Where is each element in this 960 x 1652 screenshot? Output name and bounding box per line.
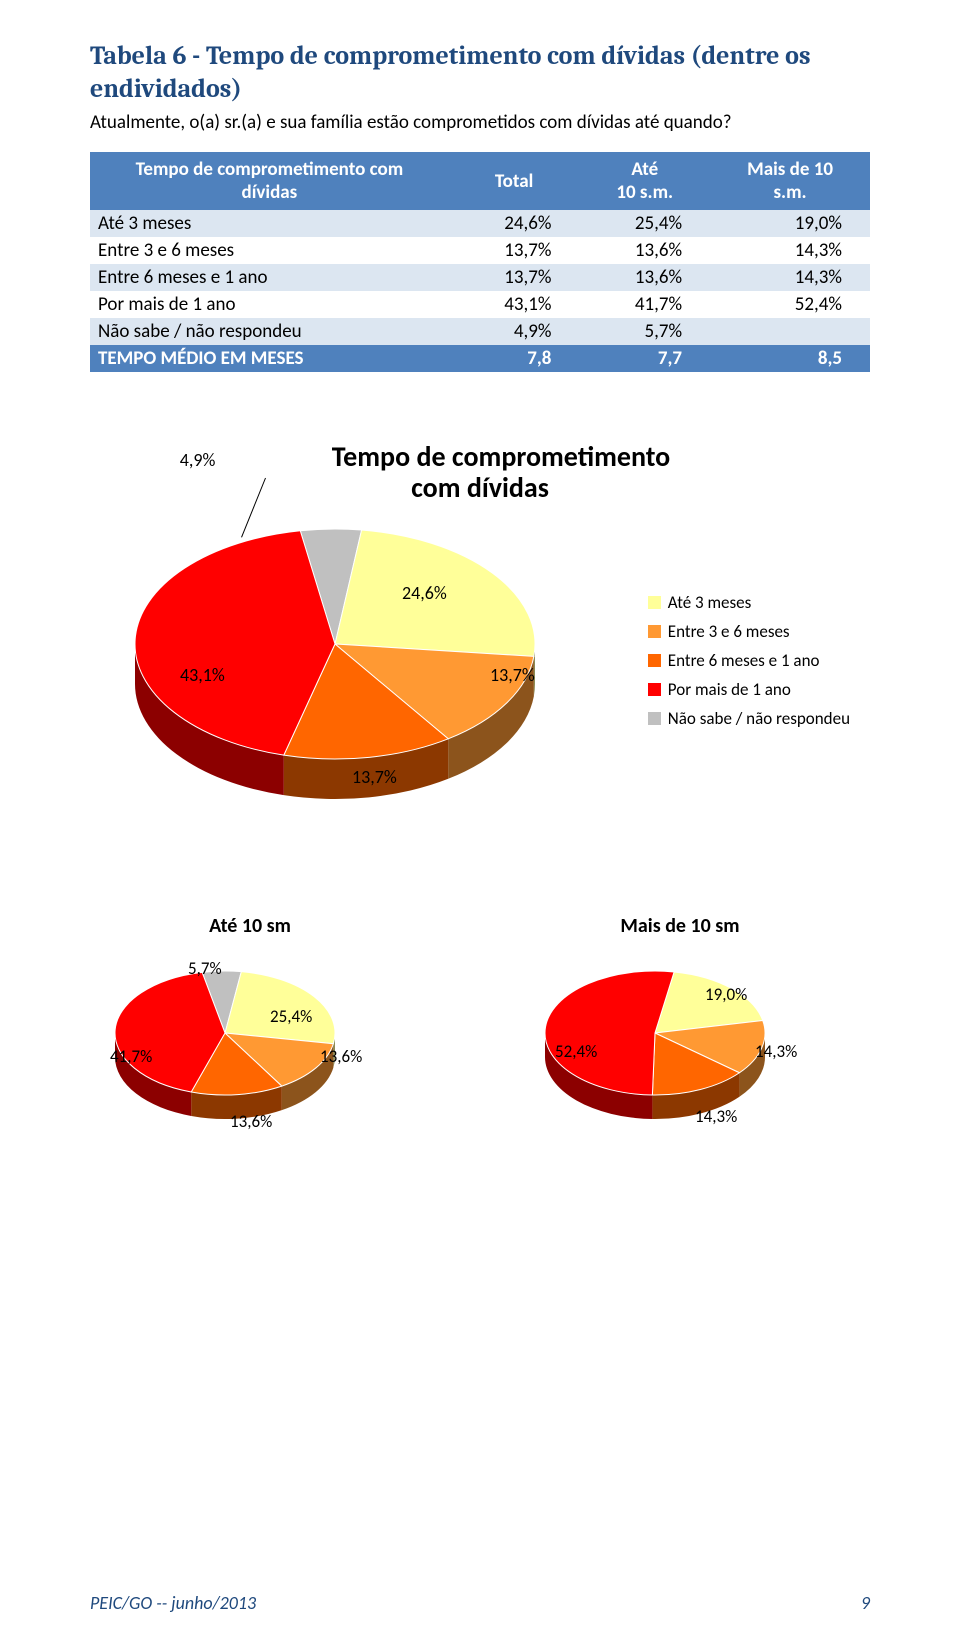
data-label-246: 24,6% bbox=[402, 582, 447, 604]
legend-swatch bbox=[648, 654, 661, 667]
sm-label-143a: 14,3% bbox=[755, 1041, 797, 1062]
legend-text: Não sabe / não respondeu bbox=[668, 708, 850, 729]
footer-page-number: 9 bbox=[861, 1592, 870, 1614]
row-label: Não sabe / não respondeu bbox=[90, 318, 449, 345]
row-label: Entre 6 meses e 1 ano bbox=[90, 264, 449, 291]
row-value bbox=[710, 318, 870, 345]
legend-item: Entre 6 meses e 1 ano bbox=[648, 650, 850, 671]
sm-label-417: 41,7% bbox=[110, 1046, 152, 1067]
row-label: Por mais de 1 ano bbox=[90, 291, 449, 318]
row-value: 8,5 bbox=[710, 345, 870, 372]
legend-item: Até 3 meses bbox=[648, 592, 850, 613]
legend-item: Entre 3 e 6 meses bbox=[648, 621, 850, 642]
row-label: TEMPO MÉDIO EM MESES bbox=[90, 345, 449, 372]
row-value: 4,9% bbox=[449, 318, 580, 345]
row-value: 24,6% bbox=[449, 210, 580, 237]
legend-text: Até 3 meses bbox=[668, 592, 751, 613]
page-subtitle: Atualmente, o(a) sr.(a) e sua família es… bbox=[90, 111, 870, 134]
table-row: Não sabe / não respondeu4,9%5,7% bbox=[90, 318, 870, 345]
row-value: 41,7% bbox=[579, 291, 710, 318]
pie-svg bbox=[110, 966, 340, 1124]
row-label: Entre 3 e 6 meses bbox=[90, 237, 449, 264]
row-value: 14,3% bbox=[710, 237, 870, 264]
row-value: 13,6% bbox=[579, 264, 710, 291]
row-value: 7,8 bbox=[449, 345, 580, 372]
table-row: Até 3 meses24,6%25,4%19,0% bbox=[90, 210, 870, 237]
table-header: Até10 s.m. bbox=[579, 152, 710, 210]
legend-swatch bbox=[648, 596, 661, 609]
sm-label-524: 52,4% bbox=[555, 1041, 597, 1062]
page-footer: PEIC/GO -- junho/2013 9 bbox=[90, 1592, 870, 1614]
row-label: Até 3 meses bbox=[90, 210, 449, 237]
row-value: 52,4% bbox=[710, 291, 870, 318]
table-row: Por mais de 1 ano43,1%41,7%52,4% bbox=[90, 291, 870, 318]
legend-text: Por mais de 1 ano bbox=[668, 679, 791, 700]
table-row: Entre 3 e 6 meses13,7%13,6%14,3% bbox=[90, 237, 870, 264]
row-value: 25,4% bbox=[579, 210, 710, 237]
data-label-137a: 13,7% bbox=[490, 664, 535, 686]
callout-label-49: 4,9% bbox=[180, 449, 216, 471]
row-value: 19,0% bbox=[710, 210, 870, 237]
legend-text: Entre 3 e 6 meses bbox=[668, 621, 790, 642]
sm-label-190: 19,0% bbox=[705, 984, 747, 1005]
legend: Até 3 meses Entre 3 e 6 meses Entre 6 mese… bbox=[648, 584, 850, 737]
charts-section: 4,9% Tempo de comprometimento com dívida… bbox=[90, 442, 870, 1156]
main-chart-title: 4,9% Tempo de comprometimento com dívida… bbox=[120, 442, 840, 504]
table-row: TEMPO MÉDIO EM MESES7,87,78,5 bbox=[90, 345, 870, 372]
data-label-137b: 13,7% bbox=[352, 766, 397, 788]
sm-label-254: 25,4% bbox=[270, 1006, 312, 1027]
footer-source: PEIC/GO -- junho/2013 bbox=[90, 1592, 256, 1614]
data-label-431: 43,1% bbox=[180, 664, 225, 686]
row-value: 43,1% bbox=[449, 291, 580, 318]
table-header: Tempo de comprometimento comdívidas bbox=[90, 152, 449, 210]
sm-label-136a: 13,6% bbox=[320, 1046, 362, 1067]
legend-text: Entre 6 meses e 1 ano bbox=[668, 650, 820, 671]
data-table: Tempo de comprometimento comdívidasTotal… bbox=[90, 152, 870, 372]
row-value: 13,7% bbox=[449, 237, 580, 264]
small-chart-left-title: Até 10 sm bbox=[100, 914, 400, 938]
row-value: 7,7 bbox=[579, 345, 710, 372]
row-value: 14,3% bbox=[710, 264, 870, 291]
row-value: 5,7% bbox=[579, 318, 710, 345]
sm-label-57: 5,7% bbox=[188, 958, 222, 979]
legend-item: Por mais de 1 ano bbox=[648, 679, 850, 700]
table-header: Mais de 10s.m. bbox=[710, 152, 870, 210]
table-header: Total bbox=[449, 152, 580, 210]
page-title: Tabela 6 - Tempo de comprometimento com … bbox=[90, 40, 870, 105]
small-chart-left: Até 10 sm 5,7% 25,4% 13,6% 13,6% 41,7% bbox=[100, 914, 400, 1156]
legend-swatch bbox=[648, 712, 661, 725]
sm-label-143b: 14,3% bbox=[695, 1106, 737, 1127]
row-value: 13,6% bbox=[579, 237, 710, 264]
legend-swatch bbox=[648, 625, 661, 638]
row-value: 13,7% bbox=[449, 264, 580, 291]
table-row: Entre 6 meses e 1 ano13,7%13,6%14,3% bbox=[90, 264, 870, 291]
small-chart-right: Mais de 10 sm 19,0% 14,3% 14,3% 52,4% bbox=[530, 914, 830, 1156]
main-pie-chart: 4,9% Tempo de comprometimento com dívida… bbox=[120, 442, 840, 844]
legend-swatch bbox=[648, 683, 661, 696]
legend-item: Não sabe / não respondeu bbox=[648, 708, 850, 729]
small-chart-right-title: Mais de 10 sm bbox=[530, 914, 830, 938]
sm-label-136b: 13,6% bbox=[230, 1111, 272, 1132]
